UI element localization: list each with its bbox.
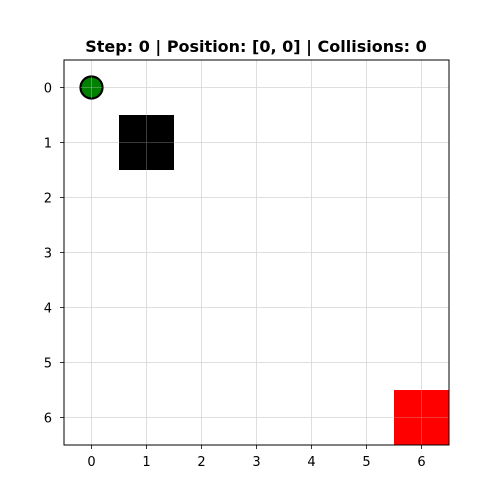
grid-lines [64, 60, 449, 445]
grid-cells [64, 60, 449, 445]
y-tick-label: 5 [44, 357, 52, 372]
y-tick-label: 6 [44, 412, 52, 427]
x-tick-label: 2 [197, 455, 205, 470]
y-tick-label: 2 [44, 192, 52, 207]
y-axis: 0 1 2 3 4 5 6 [44, 82, 64, 427]
y-tick-label: 3 [44, 247, 52, 262]
x-tick-label: 4 [307, 455, 315, 470]
grid-plot-area [63, 59, 450, 446]
figure-title: Step: 0 | Position: [0, 0] | Collisions:… [85, 37, 427, 57]
x-tick-label: 1 [142, 455, 150, 470]
obstacle-cell [119, 115, 174, 170]
x-axis: 0 1 2 3 4 5 6 [87, 445, 426, 470]
y-tick-label: 1 [44, 137, 52, 152]
grid-overlay [64, 60, 449, 445]
goal-cell [394, 390, 449, 445]
x-tick-label: 6 [417, 455, 425, 470]
x-tick-label: 3 [252, 455, 260, 470]
x-tick-label: 5 [362, 455, 370, 470]
agent-layer [79, 75, 104, 100]
y-tick-label: 4 [44, 302, 52, 317]
x-tick-label: 0 [87, 455, 95, 470]
y-tick-label: 0 [44, 82, 52, 97]
